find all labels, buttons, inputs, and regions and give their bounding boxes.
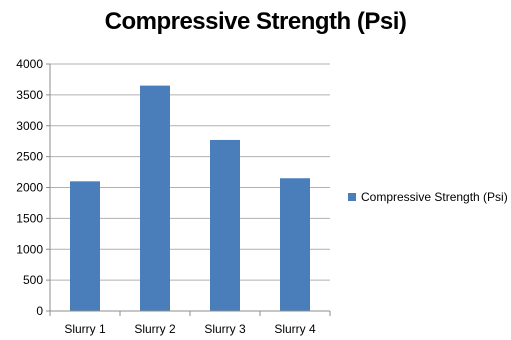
x-tick-label: Slurry 1 <box>64 322 106 336</box>
bar-slurry-1 <box>70 181 100 311</box>
axes <box>49 64 330 312</box>
bars <box>70 85 310 311</box>
x-tick-label: Slurry 2 <box>134 322 176 336</box>
x-tick-label: Slurry 4 <box>274 322 316 336</box>
y-tick-label: 3000 <box>16 119 43 133</box>
y-tick-label: 2000 <box>16 181 43 195</box>
x-axis-ticks: Slurry 1 Slurry 2 Slurry 3 Slurry 4 <box>49 311 331 336</box>
bar-slurry-3 <box>210 139 240 311</box>
chart-title: Compressive Strength (Psi) <box>104 8 407 35</box>
legend-swatch <box>348 193 356 201</box>
y-tick-label: 1000 <box>16 242 43 256</box>
y-tick-label: 500 <box>23 273 43 287</box>
y-tick-label: 1500 <box>16 211 43 225</box>
y-tick-label: 3500 <box>16 88 43 102</box>
y-tick-label: 4000 <box>16 57 43 71</box>
bar-slurry-2 <box>140 85 170 311</box>
legend: Compressive Strength (Psi) <box>348 190 508 204</box>
y-axis-ticks: 0 500 1000 1500 2000 2500 3000 3500 4000 <box>16 57 50 318</box>
y-tick-label: 0 <box>36 304 43 318</box>
bar-slurry-4 <box>280 178 310 311</box>
y-tick-label: 2500 <box>16 150 43 164</box>
x-tick-label: Slurry 3 <box>204 322 246 336</box>
legend-label: Compressive Strength (Psi) <box>361 190 508 204</box>
